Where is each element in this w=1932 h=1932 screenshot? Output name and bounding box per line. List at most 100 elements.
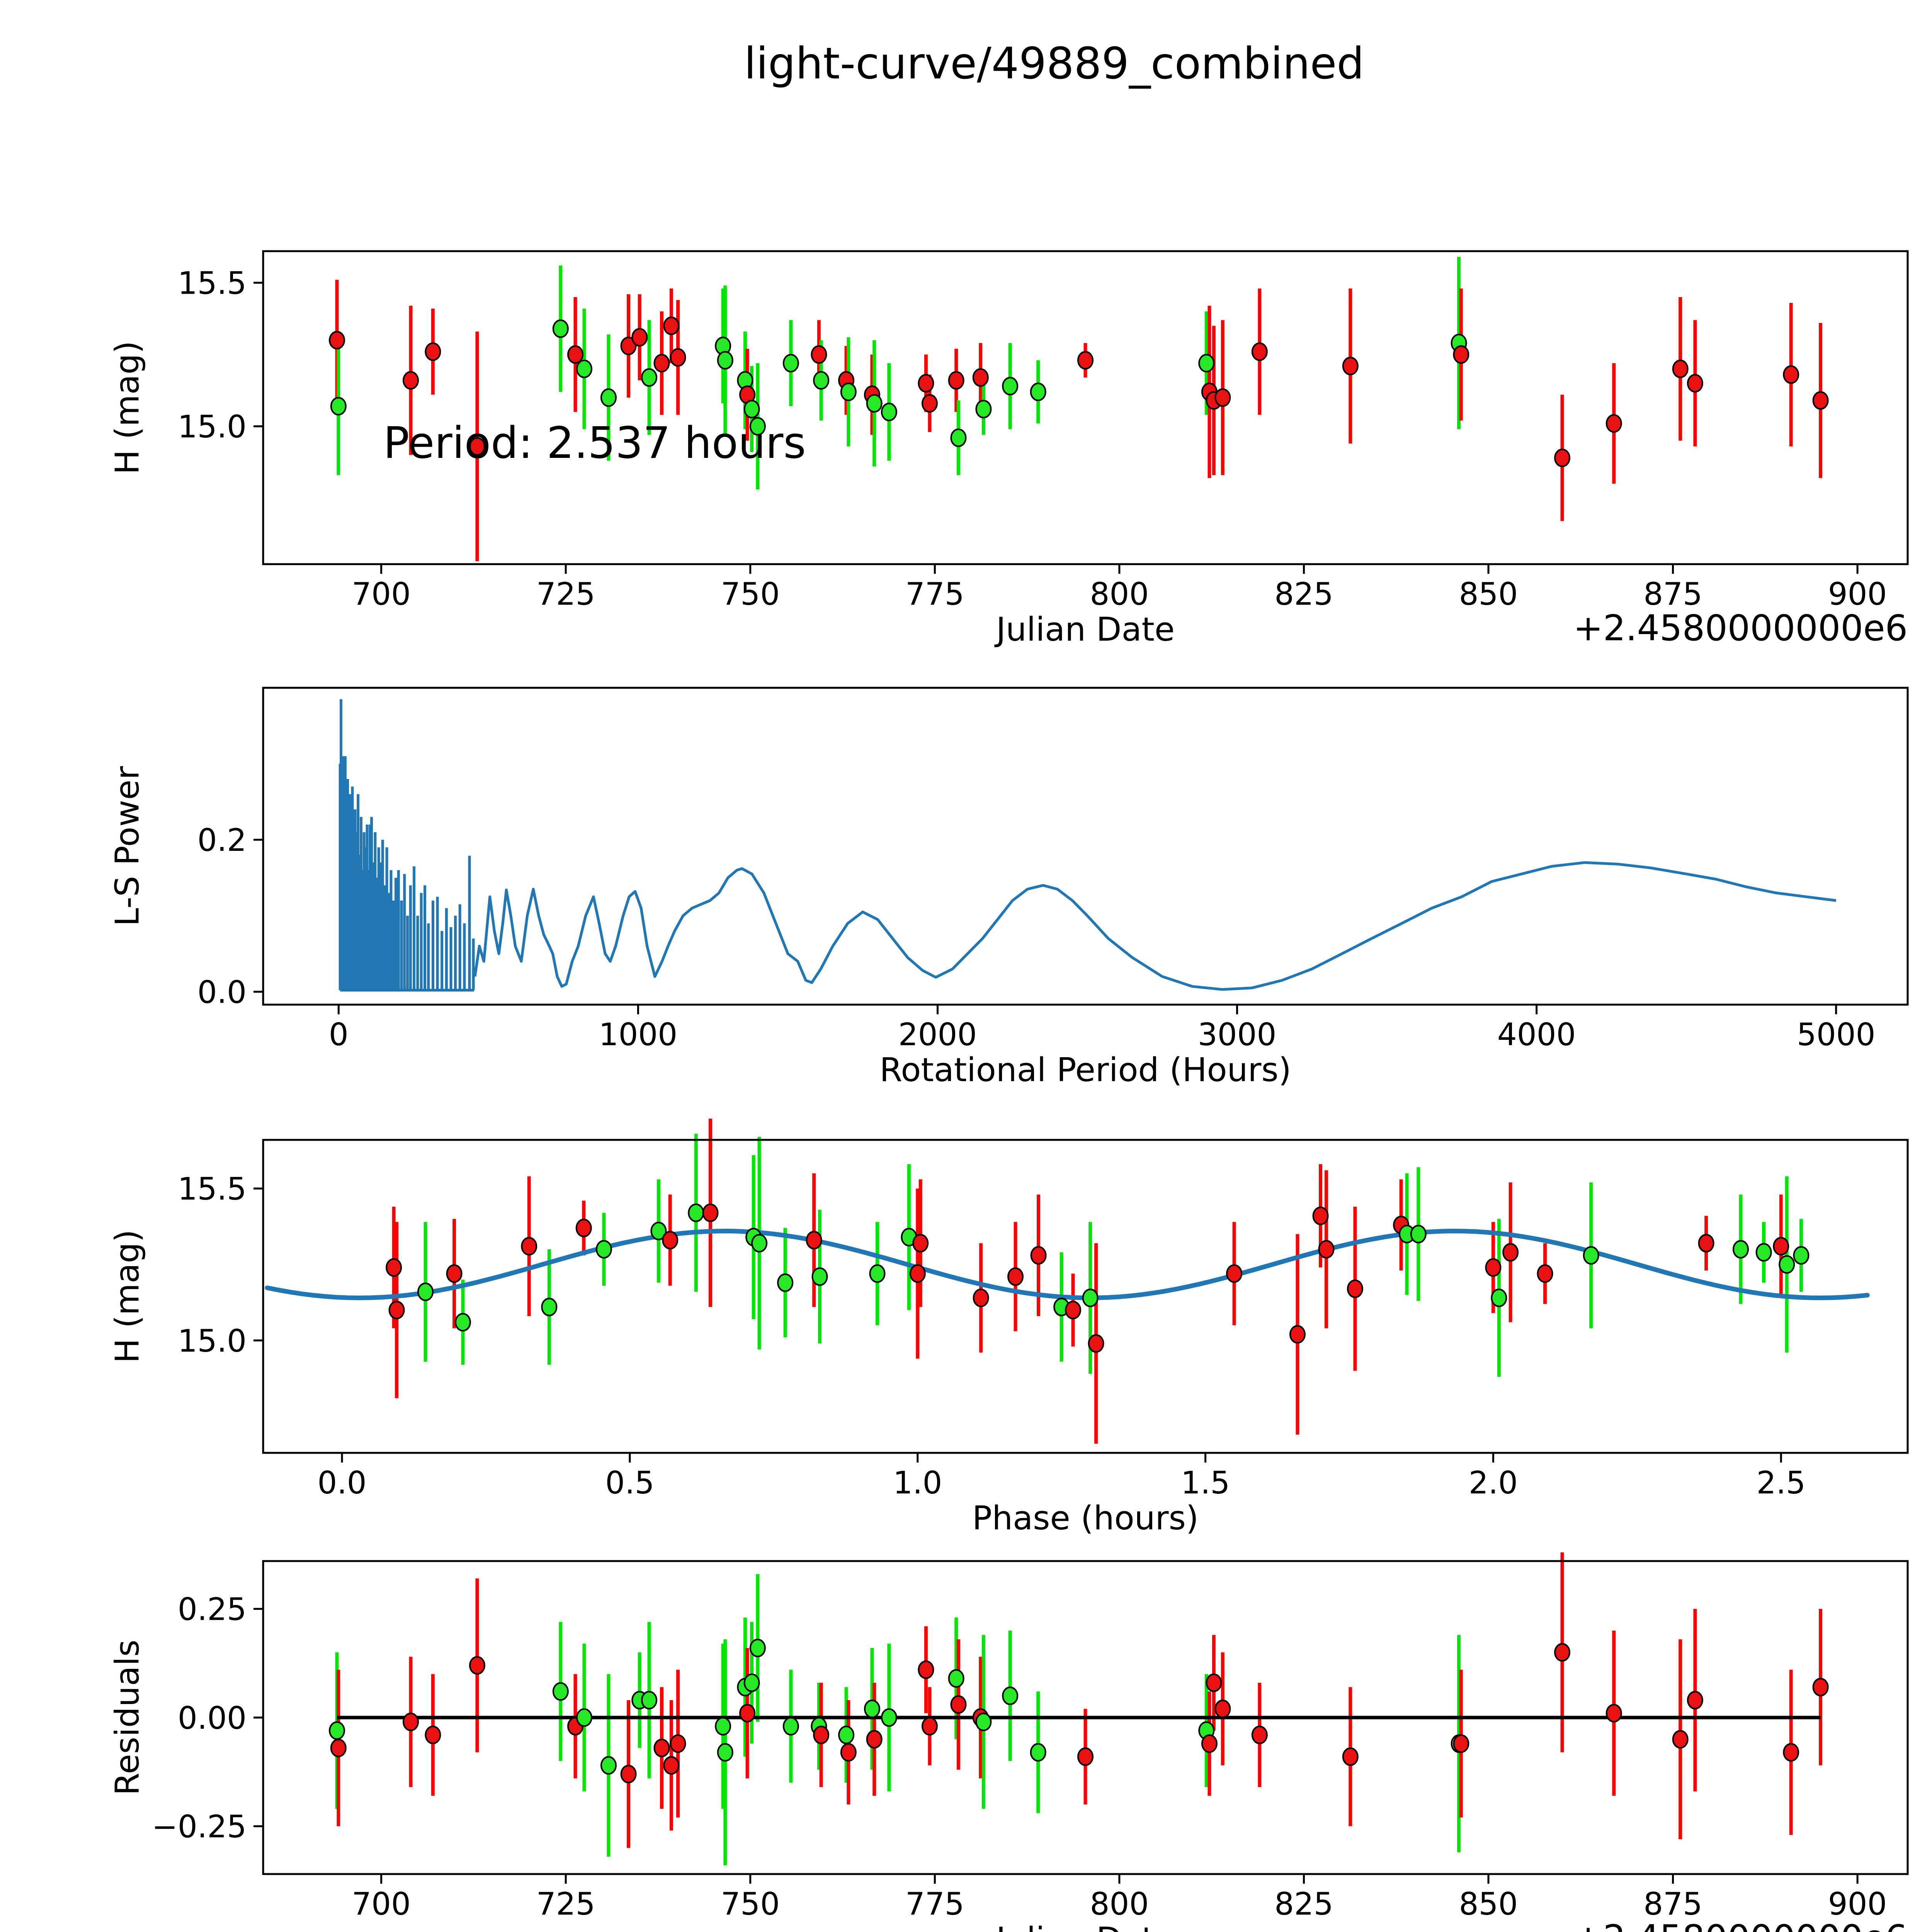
x-tick-label: 825 [1274, 576, 1333, 612]
y-tick-label: 15.0 [178, 1323, 247, 1359]
x-tick-label: 1.0 [893, 1465, 942, 1501]
red-data-marker [1214, 388, 1231, 407]
red-data-marker [1605, 414, 1622, 433]
green-data-marker [330, 397, 347, 416]
red-data-marker [1318, 1240, 1335, 1259]
green-data-marker [595, 1240, 612, 1259]
green-data-marker [782, 354, 799, 372]
red-data-marker [950, 1695, 967, 1714]
x-tick-label: 725 [536, 1886, 595, 1922]
green-data-marker [715, 1717, 731, 1736]
x-tick-label: 775 [905, 1886, 964, 1922]
red-data-marker [631, 328, 648, 347]
red-data-marker [1453, 345, 1469, 364]
red-data-marker [1201, 1734, 1218, 1753]
y-tick-label: 0.2 [197, 822, 247, 858]
red-data-marker [567, 345, 584, 364]
xlabel-julian-date-bottom: Julian Date [996, 1920, 1175, 1932]
red-data-marker [948, 371, 964, 390]
red-data-marker [972, 368, 989, 387]
green-data-marker [1082, 1288, 1099, 1307]
offset-text-bottom: +2.4580000000e6 [1573, 1917, 1908, 1932]
x-tick-label: 800 [1090, 576, 1149, 612]
red-data-marker [670, 348, 686, 367]
x-tick-label: 2.0 [1469, 1465, 1518, 1501]
red-data-marker [1342, 357, 1359, 376]
x-tick-label: 700 [352, 576, 411, 612]
x-tick-label: 2.5 [1757, 1465, 1806, 1501]
red-data-marker [1783, 1743, 1799, 1762]
red-data-marker [1007, 1267, 1024, 1286]
green-data-marker [749, 417, 766, 436]
green-data-marker [838, 1726, 855, 1744]
green-data-marker [948, 1669, 964, 1688]
red-data-marker [1783, 365, 1799, 384]
red-data-marker [912, 1234, 929, 1253]
red-data-marker [918, 374, 934, 393]
green-data-marker [641, 368, 658, 387]
y-tick-label: 0.00 [178, 1700, 247, 1736]
green-data-marker [1793, 1246, 1810, 1265]
green-data-marker [866, 394, 883, 413]
red-data-marker [1672, 1730, 1689, 1749]
red-data-marker [921, 1717, 938, 1736]
red-data-marker [1554, 449, 1571, 468]
red-data-marker [1030, 1246, 1047, 1265]
green-data-marker [1030, 383, 1046, 401]
green-data-marker [1779, 1255, 1795, 1274]
green-data-marker [552, 1682, 569, 1701]
x-tick-label: 725 [536, 576, 595, 612]
y-tick-label: 15.5 [178, 265, 247, 301]
red-data-marker [663, 1756, 680, 1775]
x-tick-label: 850 [1459, 1886, 1518, 1922]
green-data-marker [1198, 354, 1215, 372]
red-data-marker [1605, 1704, 1622, 1723]
red-data-marker [973, 1288, 989, 1307]
red-data-marker [702, 1203, 719, 1222]
green-data-marker [782, 1717, 799, 1736]
xlabel-phase-hours: Phase (hours) [972, 1499, 1199, 1537]
red-data-marker [1698, 1234, 1714, 1253]
red-data-marker [1537, 1264, 1553, 1283]
x-tick-label: 875 [1643, 1886, 1702, 1922]
red-data-marker [1312, 1206, 1329, 1225]
red-data-marker [388, 1301, 405, 1320]
red-data-marker [1206, 1673, 1222, 1692]
green-data-marker [1002, 377, 1019, 396]
red-data-marker [1773, 1237, 1789, 1256]
green-data-marker [576, 1708, 592, 1727]
green-data-marker [813, 371, 830, 390]
green-data-marker [552, 319, 569, 338]
red-data-marker [1251, 1726, 1268, 1744]
y-tick-label: −0.25 [152, 1809, 247, 1845]
xlabel-julian-date-top: Julian Date [996, 611, 1175, 649]
green-data-marker [864, 1699, 880, 1718]
red-data-marker [575, 1219, 592, 1238]
green-data-marker [881, 1708, 897, 1727]
red-data-marker [840, 1743, 857, 1762]
red-data-marker [1077, 1747, 1094, 1766]
x-tick-label: 4000 [1497, 1017, 1576, 1053]
green-data-marker [743, 1673, 760, 1692]
red-data-marker [909, 1264, 926, 1283]
y-tick-label: 0.25 [178, 1592, 247, 1628]
red-data-marker [425, 342, 441, 361]
panel-phased-lightcurve: 0.0 0.5 1.0 1.5 2.0 2.5 15.0 15.5 [178, 1118, 1909, 1501]
green-data-marker [717, 1743, 733, 1762]
x-tick-label: 3000 [1198, 1017, 1277, 1053]
red-data-marker [1077, 351, 1094, 370]
xlabel-rotational-period: Rotational Period (Hours) [879, 1051, 1291, 1089]
red-data-marker [1687, 1691, 1703, 1709]
red-data-marker [813, 1726, 830, 1744]
red-data-marker [1289, 1325, 1306, 1344]
x-tick-label: 700 [352, 1886, 411, 1922]
green-data-marker [1491, 1288, 1507, 1307]
green-data-marker [1732, 1240, 1749, 1259]
red-data-marker [1214, 1699, 1231, 1718]
red-data-marker [329, 331, 345, 350]
green-data-marker [950, 429, 967, 447]
x-tick-label: 850 [1459, 576, 1518, 612]
axes-spines [262, 1139, 1909, 1454]
red-data-marker [1554, 1643, 1571, 1662]
